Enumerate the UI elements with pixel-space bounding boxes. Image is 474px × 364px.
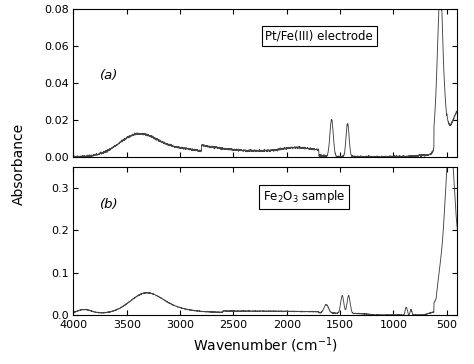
X-axis label: Wavenumber (cm$^{-1}$): Wavenumber (cm$^{-1}$)	[193, 335, 338, 355]
Text: Fe$_2$O$_3$ sample: Fe$_2$O$_3$ sample	[263, 188, 345, 205]
Text: (b): (b)	[100, 198, 119, 211]
Text: (a): (a)	[100, 69, 118, 82]
Text: Pt/Fe(III) electrode: Pt/Fe(III) electrode	[265, 29, 373, 42]
Text: Absorbance: Absorbance	[12, 123, 26, 205]
